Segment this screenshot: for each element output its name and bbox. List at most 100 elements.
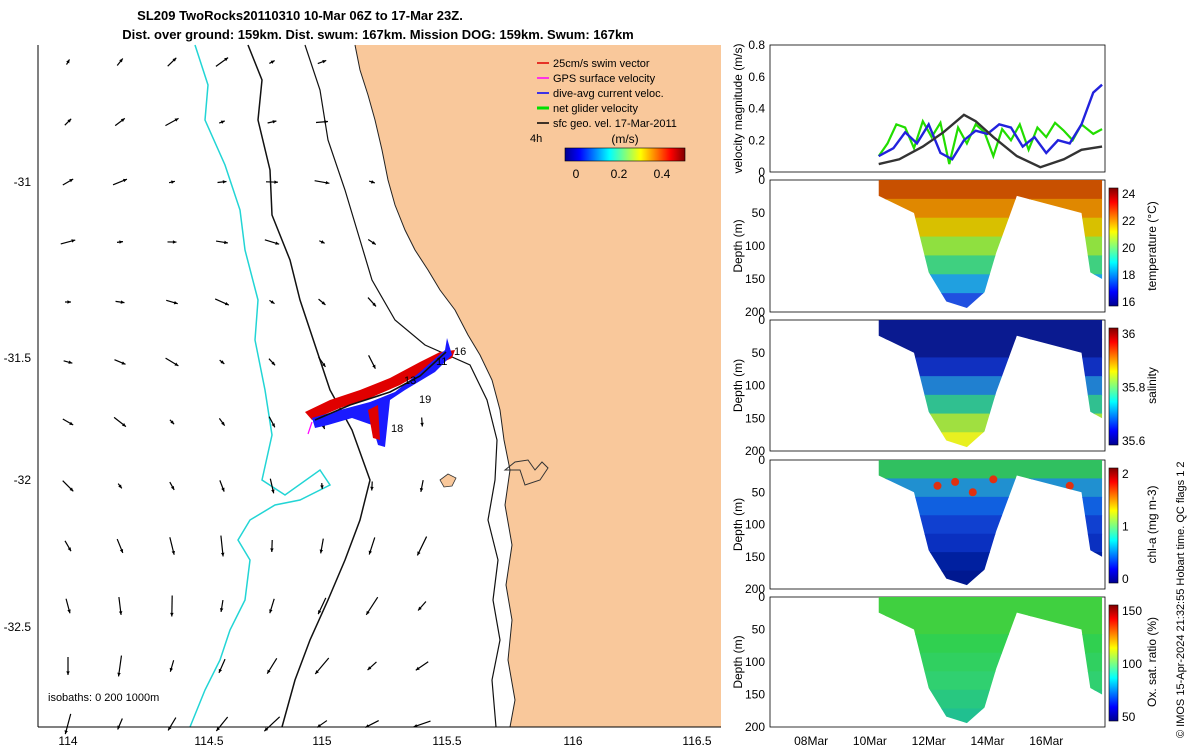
section-band xyxy=(878,320,1103,340)
current-arrowhead xyxy=(174,362,179,366)
panel-colorbar xyxy=(1108,604,1119,722)
current-arrowhead xyxy=(117,672,121,677)
current-arrowhead xyxy=(415,666,420,671)
current-arrowhead xyxy=(69,487,74,492)
colorbar-label: salinity xyxy=(1145,367,1159,404)
current-arrowhead xyxy=(372,302,377,307)
panel-ytick: 150 xyxy=(745,272,765,286)
current-arrowhead xyxy=(367,666,372,671)
current-arrowhead xyxy=(366,610,370,615)
current-arrowhead xyxy=(264,727,269,732)
current-arrowhead xyxy=(370,486,374,491)
panel-ytick: 100 xyxy=(745,379,765,393)
current-arrowhead xyxy=(172,240,177,244)
colorbar-tick: 0 xyxy=(1122,572,1129,586)
map-panel: 16 11 13 19 18 25cm/s swim vector GPS su… xyxy=(4,44,721,748)
dive-avg-vectors xyxy=(312,338,452,447)
current-arrowhead xyxy=(119,548,124,553)
current-arrowhead xyxy=(68,360,73,364)
colorbar-tick: 100 xyxy=(1122,657,1142,671)
peninsula-outline xyxy=(503,459,549,486)
current-arrowhead xyxy=(315,670,319,675)
chl-patch xyxy=(1065,481,1074,490)
current-arrowhead xyxy=(320,240,325,244)
panel-ytick: 200 xyxy=(745,444,765,458)
panel-colorbar xyxy=(1108,467,1119,584)
glider-track: 16 11 13 19 18 xyxy=(305,338,466,447)
panel-ytick: 0.6 xyxy=(748,70,765,84)
gps-vector xyxy=(307,421,313,435)
chl-patch xyxy=(968,488,977,497)
series-line-0 xyxy=(877,118,1103,165)
colorbar-tick: 35.8 xyxy=(1122,381,1146,395)
panel-ytick: 150 xyxy=(745,688,765,702)
current-arrowhead xyxy=(325,180,330,185)
current-arrowhead xyxy=(270,548,274,552)
svg-text:sfc geo. vel. 17-Mar-2011: sfc geo. vel. 17-Mar-2011 xyxy=(553,118,677,130)
panel-ytick: 150 xyxy=(745,550,765,564)
panel-ytick: 0 xyxy=(758,590,765,604)
section-band xyxy=(878,460,1103,480)
current-arrowhead xyxy=(274,180,278,184)
current-arrowhead xyxy=(64,730,68,735)
track-label-2: 13 xyxy=(404,375,416,387)
current-arrowhead xyxy=(119,58,123,63)
current-arrowhead xyxy=(419,488,424,492)
panel-ytick: 0 xyxy=(758,453,765,467)
panel-2: 0 50 100 150 200 Depth (m) 36 35.8 35.6 salinity xyxy=(731,313,1159,458)
panel-ylabel: Depth (m) xyxy=(731,219,745,272)
current-arrowhead xyxy=(67,118,72,123)
current-arrowhead xyxy=(271,423,275,428)
legend-item-geo: sfc geo. vel. 17-Mar-2011 xyxy=(537,118,677,130)
panel-ytick: 200 xyxy=(745,720,765,734)
svg-text:GPS surface velocity: GPS surface velocity xyxy=(553,73,656,85)
current-arrowhead xyxy=(170,485,175,490)
legend-item-dive-avg: dive-avg current veloc. xyxy=(537,88,664,100)
panel-ytick: 0.4 xyxy=(748,102,765,116)
current-arrowhead xyxy=(170,420,175,425)
map-colorbar xyxy=(564,147,686,162)
coastline xyxy=(354,44,516,728)
current-arrowhead xyxy=(220,552,225,557)
current-arrowhead xyxy=(173,300,178,305)
current-arrowhead xyxy=(420,422,424,427)
current-arrowhead xyxy=(222,180,227,184)
track-label-4: 18 xyxy=(391,423,403,435)
map-x-tick-0: 114 xyxy=(58,734,77,748)
current-arrowhead xyxy=(66,671,70,675)
map-y-tick-0: -31 xyxy=(14,175,32,189)
current-arrowhead xyxy=(220,360,225,364)
panel-ytick: 0.2 xyxy=(748,133,765,147)
chl-patch xyxy=(951,477,960,486)
current-arrowhead xyxy=(271,489,275,494)
colorbar-label: Ox. sat. ratio (%) xyxy=(1145,617,1159,707)
panel-colorbar xyxy=(1108,187,1119,307)
colorbar-label: temperature (°C) xyxy=(1145,201,1159,291)
current-arrowhead xyxy=(319,549,324,554)
colorbar-tick: 20 xyxy=(1122,241,1136,255)
current-arrowhead xyxy=(417,551,421,556)
panel-ytick: 50 xyxy=(752,206,766,220)
time-tick: 14Mar xyxy=(970,734,1004,748)
time-scale-label: 4h xyxy=(530,133,542,145)
time-tick: 10Mar xyxy=(853,734,887,748)
panel-ytick: 0 xyxy=(758,165,765,179)
current-arrowhead xyxy=(372,364,376,369)
legend-item-net: net glider velocity xyxy=(537,103,638,115)
panel-ytick: 0 xyxy=(758,173,765,187)
current-arrowhead xyxy=(169,667,174,672)
panel-ytick: 150 xyxy=(745,411,765,425)
colorbar-tick: 1 xyxy=(1122,520,1129,534)
current-arrowhead xyxy=(67,547,71,552)
current-arrowhead xyxy=(122,423,126,427)
panel-frame xyxy=(769,44,1106,173)
panel-ytick: 100 xyxy=(745,239,765,253)
colorbar-tick: 150 xyxy=(1122,604,1142,618)
current-arrowhead xyxy=(170,180,175,184)
series-line-1 xyxy=(878,83,1103,161)
current-arrowhead xyxy=(224,57,229,62)
panel-ytick: 50 xyxy=(752,485,766,499)
